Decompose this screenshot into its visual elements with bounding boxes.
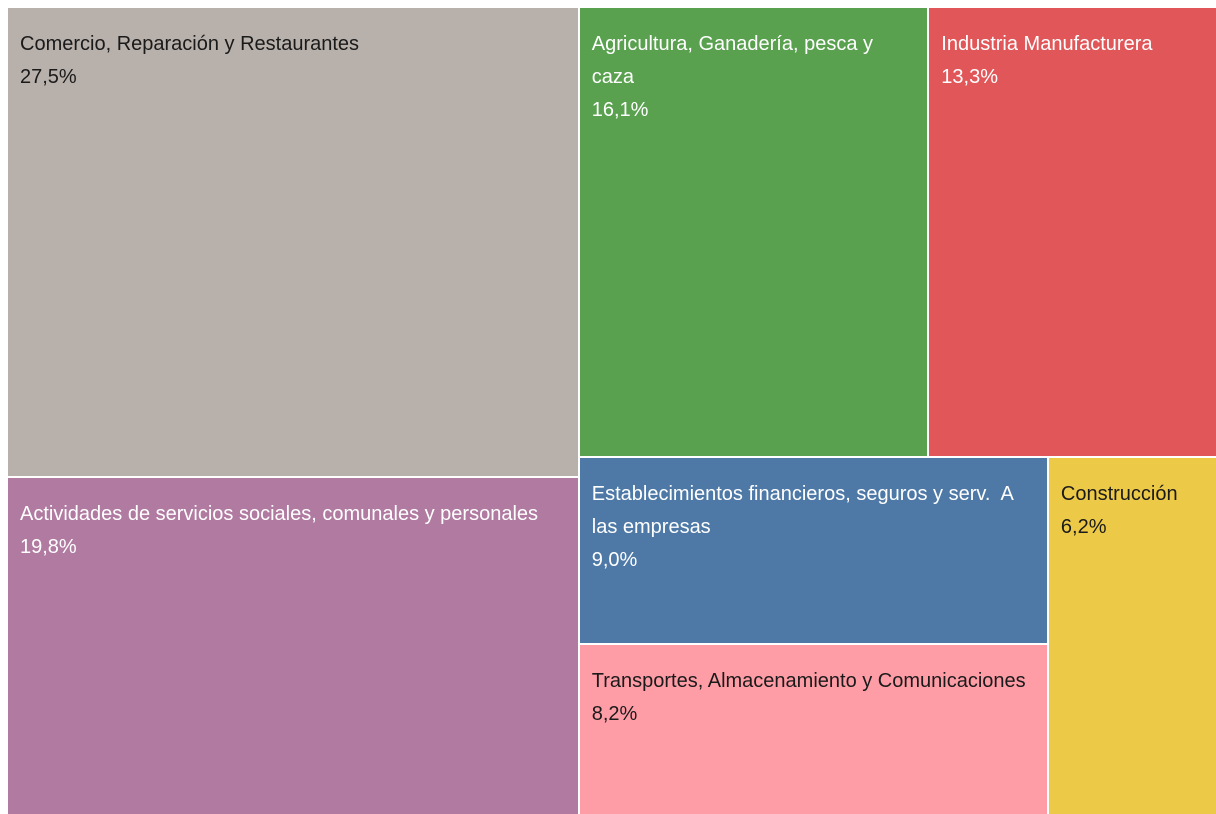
tile-label: Transportes, Almacenamiento y Comunicaci… (591, 670, 1026, 693)
value-label: 6,2% (1060, 515, 1107, 538)
tile-label: Establecimientos financieros, seguros y … (591, 482, 1019, 538)
value-label: 13,3% (941, 66, 998, 88)
tile: Construcción 6,2% (1048, 457, 1216, 814)
tile-label: Agricultura, Ganadería, pesca y caza (591, 33, 879, 88)
value-label: 19,8% (20, 535, 77, 558)
tile-label: Actividades de servicios sociales, comun… (20, 502, 539, 525)
tile-label: Construcción (1060, 482, 1178, 505)
value-label: 9,0% (591, 548, 638, 571)
tile: Agricultura, Ganadería, pesca y caza 16,1… (579, 8, 928, 456)
tile: Industria Manufacturera 13,3% (929, 8, 1216, 456)
tile: Transportes, Almacenamiento y Comunicaci… (579, 645, 1047, 814)
value-label: 8,2% (591, 703, 638, 726)
tile: Comercio, Reparación y Restaurantes 27,5% (8, 8, 578, 476)
tile-label: Comercio, Reparación y Restaurantes (20, 33, 360, 55)
value-label: 27,5% (20, 66, 77, 88)
tile: Establecimientos financieros, seguros y … (579, 457, 1047, 644)
tile-label: Industria Manufacturera (941, 33, 1153, 55)
tile: Actividades de servicios sociales, comun… (8, 477, 578, 814)
value-label: 16,1% (591, 99, 649, 121)
treemap: Comercio, Reparación y Restaurantes 27,5%… (8, 8, 1216, 814)
